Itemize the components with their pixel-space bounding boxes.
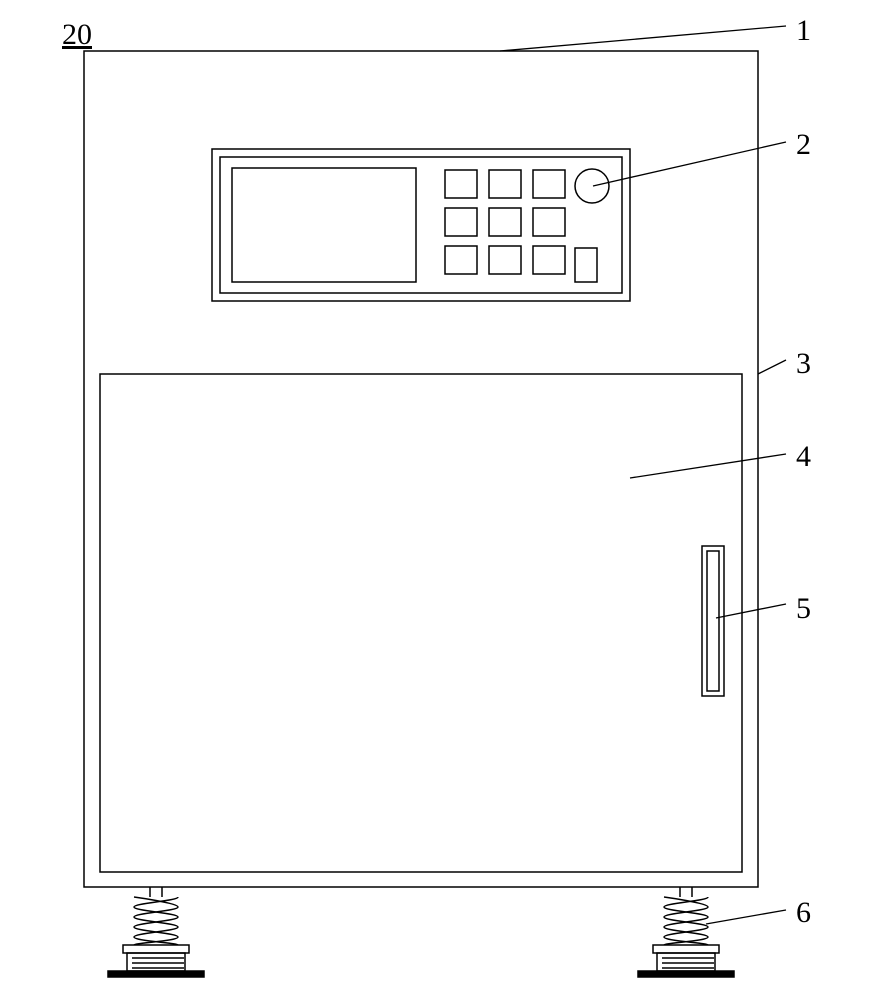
callout-label-1: 1	[796, 14, 811, 48]
foot-right	[638, 887, 734, 977]
callout-label-2: 2	[796, 128, 811, 162]
leader-lines	[500, 26, 786, 924]
diagram-canvas: 20	[0, 0, 881, 1000]
door-handle	[702, 546, 724, 696]
small-button-icon	[575, 248, 597, 282]
chamber-door	[100, 374, 742, 872]
control-panel-inner	[220, 157, 622, 293]
display-screen	[232, 168, 416, 282]
keypad	[445, 170, 565, 274]
callout-label-4: 4	[796, 440, 811, 474]
callout-label-6: 6	[796, 896, 811, 930]
callout-label-5: 5	[796, 592, 811, 626]
cabinet-body	[84, 51, 758, 887]
diagram-svg	[0, 0, 881, 1000]
dial-button-icon	[575, 169, 609, 203]
foot-left	[108, 887, 204, 977]
callout-label-3: 3	[796, 347, 811, 381]
control-panel-outer	[212, 149, 630, 301]
